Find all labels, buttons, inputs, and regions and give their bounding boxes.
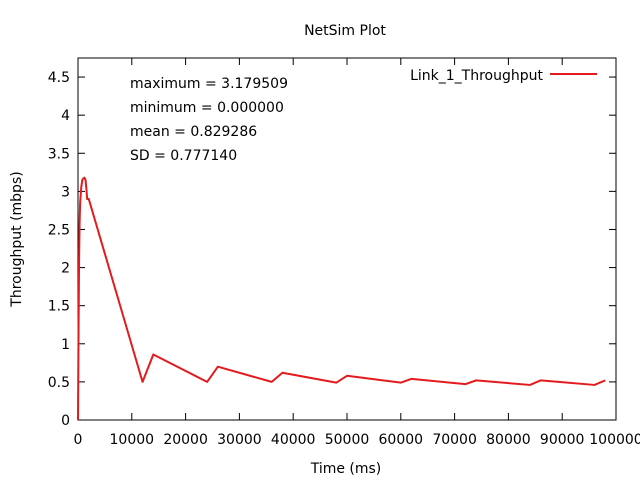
series-link-1-throughput-line [77, 176, 606, 421]
y-tick-label: 1 [61, 337, 70, 353]
stat-mean: mean = 0.829286 [130, 124, 257, 140]
x-tick-label: 40000 [271, 432, 316, 448]
x-tick-label: 10000 [110, 432, 155, 448]
legend: Link_1_Throughput [410, 68, 597, 84]
y-tick-label: 4 [61, 108, 70, 124]
x-tick-label: 20000 [163, 432, 208, 448]
y-tick-label: 1.5 [48, 299, 70, 315]
legend-label: Link_1_Throughput [410, 68, 543, 84]
y-axis-label: Throughput (mbps) [9, 171, 25, 307]
y-tick-label: 3 [61, 184, 70, 200]
x-tick-label: 80000 [486, 432, 531, 448]
x-tick-label: 60000 [379, 432, 424, 448]
statistics-annotations: maximum = 3.179509 minimum = 0.000000 me… [130, 76, 288, 164]
x-tick-label: 50000 [325, 432, 370, 448]
stat-maximum: maximum = 3.179509 [130, 76, 288, 92]
x-tick-label: 30000 [217, 432, 262, 448]
y-tick-label: 2.5 [48, 222, 70, 238]
y-tick-label: 0 [61, 413, 70, 429]
stat-sd: SD = 0.777140 [130, 148, 237, 164]
stat-minimum: minimum = 0.000000 [130, 100, 284, 116]
x-tick-label: 90000 [540, 432, 585, 448]
x-tick-label: 0 [74, 432, 83, 448]
x-axis-ticks: 0 10000 20000 30000 40000 50000 60000 70000 8000… [74, 58, 640, 448]
chart-title: NetSim Plot [304, 23, 386, 39]
y-tick-label: 2 [61, 261, 70, 277]
plot-area-border [77, 57, 617, 421]
y-tick-label: 3.5 [48, 146, 70, 162]
y-tick-label: 0.5 [48, 375, 70, 391]
x-tick-label: 70000 [432, 432, 477, 448]
x-axis-label: Time (ms) [310, 461, 382, 477]
x-tick-label: 100000 [589, 432, 640, 448]
y-tick-label: 4.5 [48, 70, 70, 86]
